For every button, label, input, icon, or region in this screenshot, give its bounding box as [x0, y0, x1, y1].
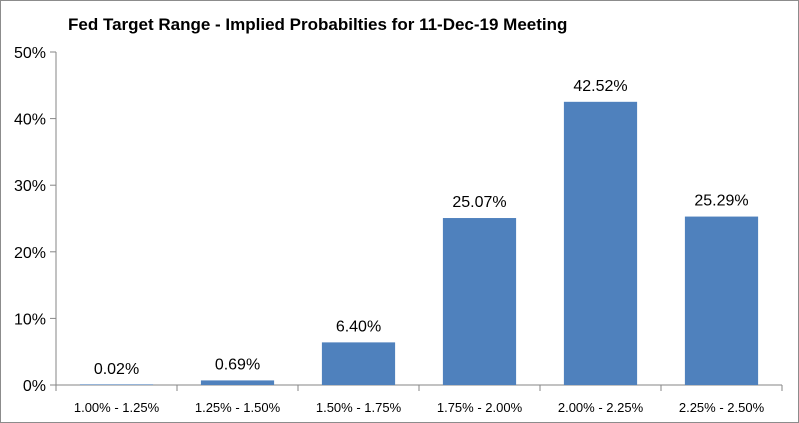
bar	[563, 101, 638, 385]
y-tick-label: 0%	[23, 378, 46, 395]
data-labels: 0.02% 0.69% 6.40% 25.07% 42.52% 25.29%	[94, 78, 749, 378]
data-label: 0.02%	[94, 361, 139, 378]
data-label: 42.52%	[573, 78, 627, 95]
y-axis: 0% 10% 20% 30% 40% 50%	[14, 45, 57, 395]
x-tick-label: 1.25% - 1.50%	[195, 400, 281, 415]
bar	[442, 218, 517, 385]
data-label: 25.07%	[452, 194, 506, 211]
y-tick-label: 30%	[14, 178, 46, 195]
bar	[321, 342, 396, 385]
bar	[200, 380, 275, 385]
x-tick-label: 1.00% - 1.25%	[74, 400, 160, 415]
data-label: 6.40%	[336, 318, 381, 335]
x-tick-label: 1.50% - 1.75%	[316, 400, 402, 415]
y-tick-label: 20%	[14, 245, 46, 262]
y-tick-label: 40%	[14, 112, 46, 129]
bar	[684, 216, 759, 385]
x-tick-label: 2.00% - 2.25%	[558, 400, 644, 415]
chart-title: Fed Target Range - Implied Probabilties …	[68, 15, 567, 34]
bar	[79, 384, 154, 385]
x-axis: 1.00% - 1.25% 1.25% - 1.50% 1.50% - 1.75% 1…	[55, 384, 783, 415]
x-tick-label: 1.75% - 2.00%	[437, 400, 523, 415]
x-tick-label: 2.25% - 2.50%	[679, 400, 765, 415]
bar-series	[79, 101, 759, 385]
y-tick-label: 10%	[14, 311, 46, 328]
y-tick-label: 50%	[14, 45, 46, 62]
data-label: 0.69%	[215, 356, 260, 373]
data-label: 25.29%	[694, 193, 748, 210]
